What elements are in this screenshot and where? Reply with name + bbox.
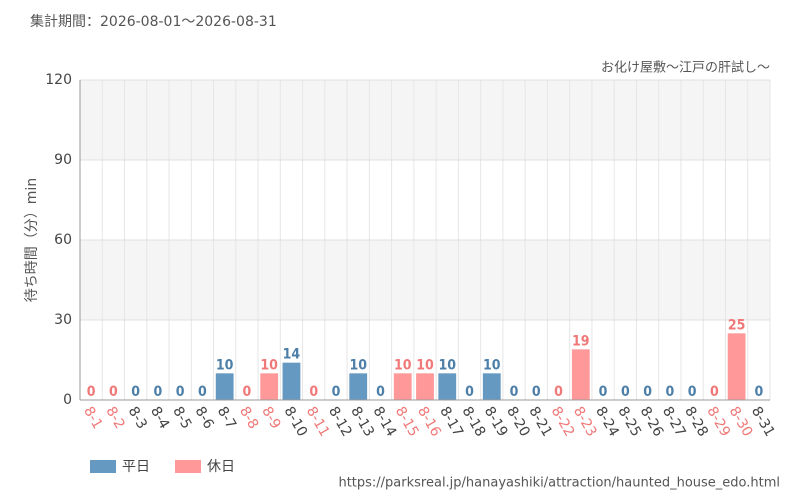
- data-label: 0: [332, 384, 341, 400]
- plot-band: [80, 80, 770, 160]
- bar: [571, 349, 590, 400]
- data-label: 0: [754, 384, 763, 400]
- data-label: 0: [532, 384, 541, 400]
- y-tick-label: 120: [45, 72, 72, 88]
- x-tick-label: 8-7: [214, 404, 239, 432]
- bar: [438, 373, 457, 400]
- header: 集計期間：2026-08-01～2026-08-31: [30, 13, 277, 30]
- bar: [260, 373, 279, 400]
- data-label: 0: [643, 384, 652, 400]
- legend-swatch: [90, 460, 116, 473]
- legend-swatch: [175, 460, 201, 473]
- data-label: 0: [510, 384, 519, 400]
- bar: [215, 373, 234, 400]
- data-label: 0: [665, 384, 674, 400]
- subtitle: お化け屋敷～江戸の肝試し～: [601, 60, 770, 76]
- x-tick-label: 8-9: [258, 404, 283, 432]
- x-tick-label: 8-6: [191, 404, 216, 432]
- data-label: 0: [688, 384, 697, 400]
- data-label: 0: [131, 384, 140, 400]
- data-label: 10: [483, 357, 501, 373]
- data-label: 0: [198, 384, 207, 400]
- x-tick-label: 8-3: [125, 404, 150, 432]
- y-tick-label: 90: [54, 152, 72, 168]
- bar: [727, 333, 746, 400]
- data-label: 0: [621, 384, 630, 400]
- x-tick-label: 8-5: [169, 404, 194, 432]
- data-label: 0: [599, 384, 608, 400]
- x-tick-label: 8-4: [147, 404, 172, 432]
- legend-label: 休日: [207, 459, 235, 475]
- data-label: 10: [349, 357, 367, 373]
- data-label: 0: [87, 384, 96, 400]
- bar: [482, 373, 501, 400]
- data-label: 0: [554, 384, 563, 400]
- data-label: 10: [260, 357, 278, 373]
- data-label: 0: [109, 384, 118, 400]
- footer: https://parksreal.jp/hanayashiki/attract…: [338, 476, 780, 491]
- data-label: 10: [416, 357, 434, 373]
- y-tick-label: 0: [63, 392, 72, 408]
- data-label: 10: [216, 357, 234, 373]
- data-label: 0: [176, 384, 185, 400]
- data-label: 19: [572, 333, 590, 349]
- data-label: 10: [438, 357, 456, 373]
- bar: [416, 373, 434, 400]
- data-label: 10: [394, 357, 412, 373]
- data-label: 0: [154, 384, 163, 400]
- x-tick-label: 8-8: [236, 404, 261, 432]
- data-label: 0: [376, 384, 385, 400]
- x-tick-label: 8-31: [748, 404, 778, 440]
- data-label: 14: [283, 347, 301, 363]
- y-tick-label: 30: [54, 312, 72, 328]
- x-tick-label: 8-2: [102, 404, 127, 432]
- bar: [282, 362, 301, 400]
- data-label: 0: [710, 384, 719, 400]
- data-label: 25: [728, 317, 746, 333]
- data-label: 0: [309, 384, 318, 400]
- y-tick-label: 60: [54, 232, 72, 248]
- y-axis-label: 待ち時間（分）min: [24, 178, 40, 302]
- x-tick-label: 8-1: [80, 404, 105, 432]
- bar: [393, 373, 412, 400]
- plot-band: [80, 240, 770, 320]
- bar: [349, 373, 368, 400]
- legend-label: 平日: [122, 459, 150, 475]
- data-label: 0: [465, 384, 474, 400]
- data-label: 0: [243, 384, 252, 400]
